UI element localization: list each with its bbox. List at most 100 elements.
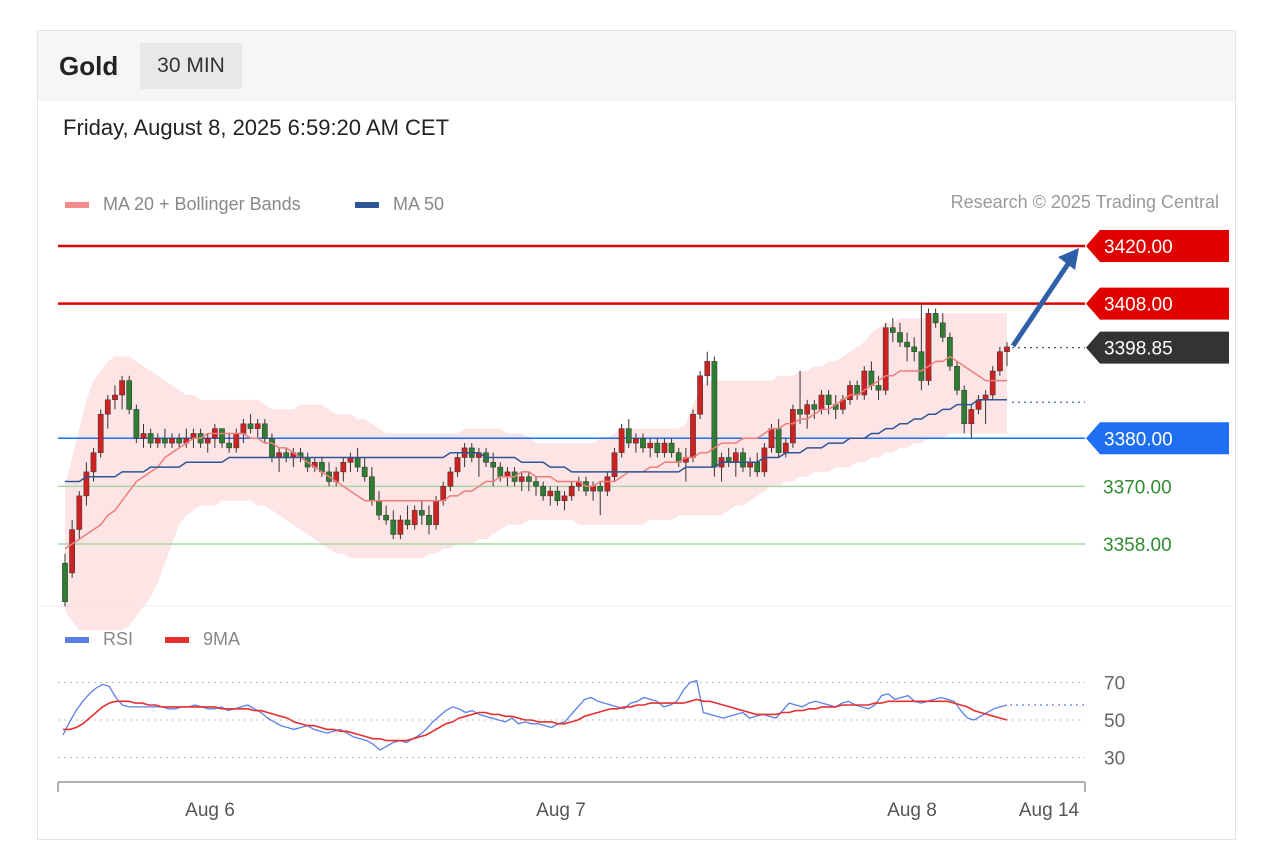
candle-body <box>911 346 918 352</box>
candle-body <box>554 490 561 501</box>
candle-body <box>119 380 125 396</box>
candle-body <box>254 423 261 429</box>
candle-body <box>811 404 818 410</box>
candle-body <box>397 519 404 535</box>
candle-body <box>561 495 568 501</box>
rsi-tick-label: 50 <box>1104 711 1125 732</box>
current-label: 3398.85 <box>1104 339 1173 360</box>
candle-body <box>997 351 1003 372</box>
candle-body <box>219 428 225 444</box>
candle-body <box>354 457 361 468</box>
bollinger-band-area <box>65 313 1007 631</box>
rsi-pane: 70 50 30 <box>58 674 1125 770</box>
rsi-9ma-line <box>63 698 1008 742</box>
candle-body <box>868 370 875 386</box>
candle-body <box>390 519 397 535</box>
9ma-label: 9MA <box>203 629 241 649</box>
time-tick-label: Aug 7 <box>536 800 586 821</box>
support-label: 3370.00 <box>1103 477 1172 498</box>
candle-body <box>825 394 832 405</box>
candle-body <box>169 438 175 444</box>
ma20-label: MA 20 + Bollinger Bands <box>103 194 301 214</box>
candle-body <box>932 313 939 324</box>
candle-body <box>889 327 896 333</box>
rsi-line <box>62 679 1008 751</box>
candle-body <box>1004 346 1010 352</box>
candle-body <box>447 471 454 487</box>
candle-body <box>533 481 539 487</box>
candle-body <box>426 514 432 526</box>
candle-body <box>654 442 661 453</box>
candle-body <box>754 462 761 473</box>
resistance-label: 3408.00 <box>1104 295 1173 316</box>
candle-body <box>711 361 718 468</box>
candle-body <box>668 442 675 453</box>
candle-body <box>775 428 782 453</box>
candle-body <box>240 423 247 434</box>
resistance-label-box <box>1086 287 1229 320</box>
candle-body <box>369 476 375 501</box>
candle-body <box>440 486 447 501</box>
pivot-label: 3380.00 <box>1104 429 1173 450</box>
candle-body <box>269 438 275 458</box>
legend-ma50: MA 50 <box>355 194 444 215</box>
timestamp: Friday, August 8, 2025 6:59:20 AM CET <box>63 115 450 140</box>
candle-body <box>454 457 461 473</box>
candle-body <box>732 452 739 463</box>
9ma-swatch <box>165 636 189 643</box>
level-labels: 3420.00 3408.00 3398.85 3380.00 3370.00 3358.… <box>1086 230 1229 556</box>
rsi-swatch <box>65 636 89 643</box>
moving-averages <box>64 355 1007 550</box>
time-tick-label: Aug 14 <box>1019 800 1080 821</box>
candle-body <box>797 409 803 415</box>
forecast-arrow <box>1010 248 1079 348</box>
candle-body <box>925 313 932 381</box>
candle-body <box>526 476 532 482</box>
candle-body <box>433 500 439 525</box>
candle-body <box>361 466 368 477</box>
candle-body <box>112 394 118 401</box>
candle-body <box>540 486 546 497</box>
candle-body <box>418 510 425 516</box>
candle-body <box>597 486 604 492</box>
candle-body <box>968 409 975 425</box>
instrument-title: Gold <box>59 51 119 81</box>
candle-body <box>861 370 868 396</box>
candle-body <box>261 423 268 439</box>
candle-body <box>204 438 211 444</box>
candle-body <box>340 462 347 473</box>
candle-body <box>954 365 960 391</box>
ma50-swatch <box>355 201 379 208</box>
candle-body <box>69 529 75 574</box>
arrow-shaft <box>1010 259 1073 348</box>
candle-body <box>76 495 83 530</box>
candle-body <box>376 500 382 516</box>
candle-body <box>140 433 147 439</box>
ma50-label: MA 50 <box>393 194 445 214</box>
candle-body <box>226 442 232 449</box>
candle-body <box>947 337 953 367</box>
candle-body <box>147 433 154 444</box>
time-tick-label: Aug 6 <box>185 800 235 821</box>
candle-body <box>383 514 389 521</box>
candle-body <box>247 423 254 429</box>
candle-body <box>740 452 746 468</box>
candle-body <box>568 486 575 497</box>
rsi-tick-label: 70 <box>1104 674 1125 695</box>
candle-body <box>90 452 97 473</box>
candle-body <box>625 428 632 444</box>
candle-body <box>661 442 668 453</box>
time-tick-label: Aug 8 <box>887 800 937 821</box>
candle-body <box>411 510 418 526</box>
resistance-label-box <box>1086 230 1229 262</box>
candle-body <box>618 428 625 453</box>
copyright: Research © 2025 Trading Central <box>950 192 1219 212</box>
candle-body <box>233 433 240 449</box>
arrow-head <box>1058 248 1079 270</box>
candle-body <box>62 562 68 602</box>
candle-body <box>690 413 696 458</box>
candle-body <box>818 394 825 410</box>
time-axis: Aug 6 Aug 7 Aug 8 Aug 14 <box>57 781 1086 821</box>
timeframe-badge[interactable]: 30 MIN <box>140 43 242 89</box>
